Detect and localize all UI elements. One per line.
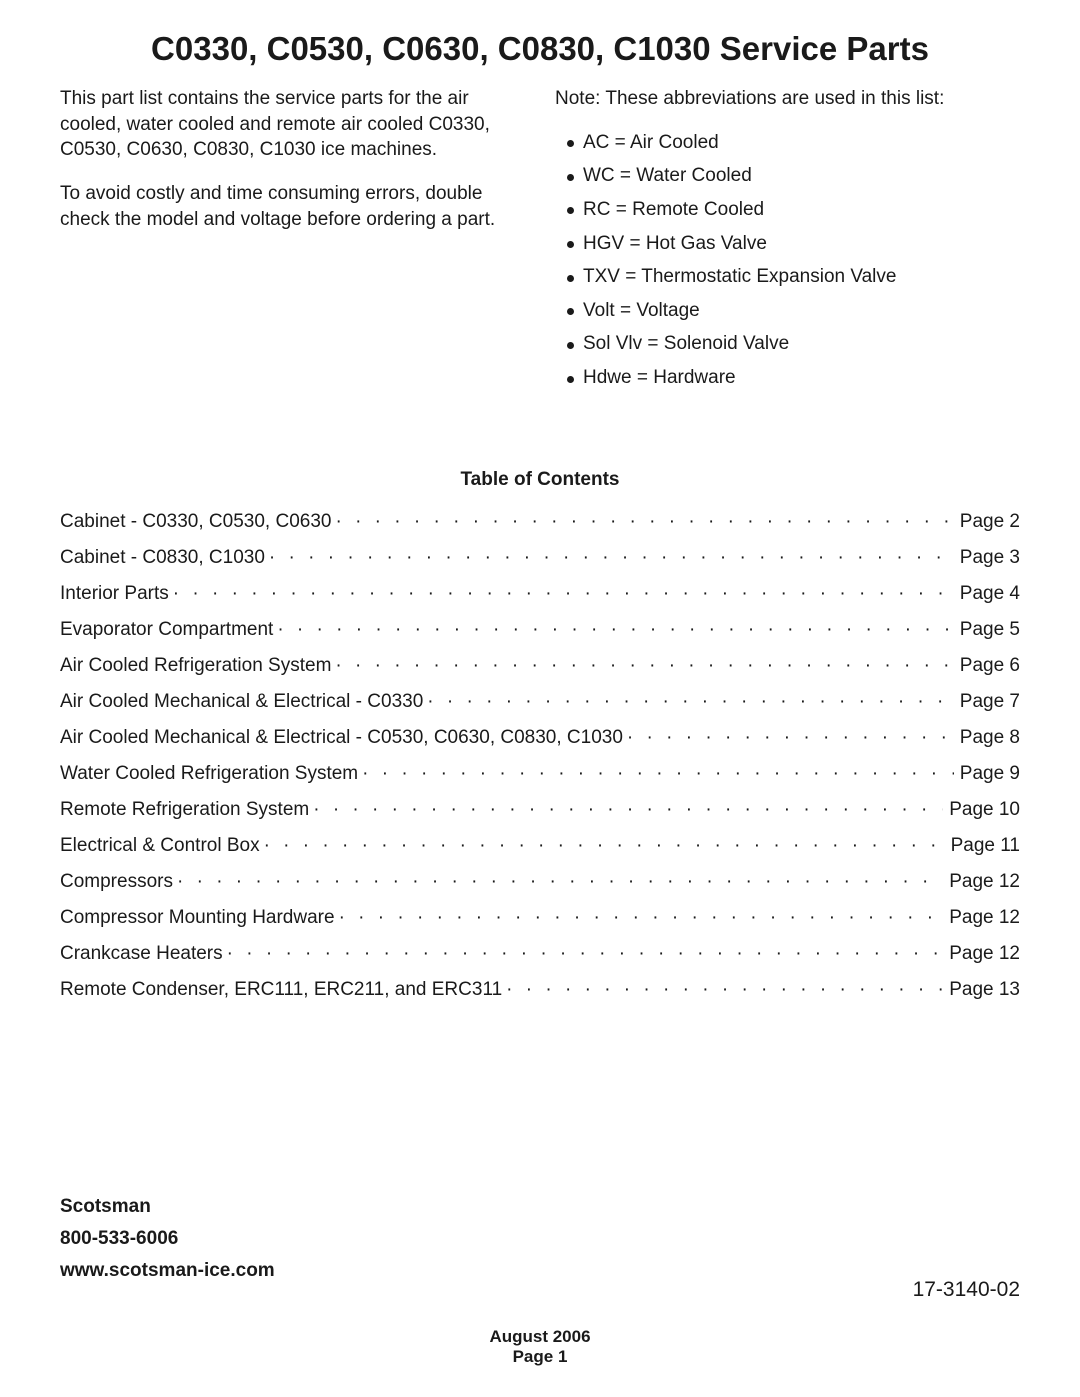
toc-page: Page 12 bbox=[943, 871, 1020, 893]
toc-label: Compressor Mounting Hardware bbox=[60, 907, 335, 929]
company-name: Scotsman bbox=[60, 1191, 1020, 1223]
toc-leader-dots bbox=[331, 655, 953, 677]
toc-row: Interior Parts Page 4 bbox=[60, 583, 1020, 605]
toc-leader-dots bbox=[260, 835, 945, 857]
toc-label: Remote Condenser, ERC111, ERC211, and ER… bbox=[60, 979, 502, 1001]
page-footer: August 2006 Page 1 bbox=[0, 1327, 1080, 1367]
abbr-item: Hdwe = Hardware bbox=[555, 365, 1020, 391]
toc-row: Cabinet - C0830, C1030 Page 3 bbox=[60, 547, 1020, 569]
toc-label: Evaporator Compartment bbox=[60, 619, 273, 641]
toc-label: Compressors bbox=[60, 871, 173, 893]
toc-row: Remote Refrigeration System Page 10 bbox=[60, 799, 1020, 821]
abbr-item: HGV = Hot Gas Valve bbox=[555, 231, 1020, 257]
toc-leader-dots bbox=[335, 907, 944, 929]
toc-page: Page 10 bbox=[943, 799, 1020, 821]
abbr-item: Sol Vlv = Solenoid Valve bbox=[555, 331, 1020, 357]
abbr-item: RC = Remote Cooled bbox=[555, 197, 1020, 223]
toc-label: Interior Parts bbox=[60, 583, 169, 605]
abbr-item: WC = Water Cooled bbox=[555, 163, 1020, 189]
abbreviations-heading: Note: These abbreviations are used in th… bbox=[555, 86, 1020, 112]
toc-page: Page 7 bbox=[954, 691, 1020, 713]
toc-row: Cabinet - C0330, C0530, C0630 Page 2 bbox=[60, 511, 1020, 533]
abbr-item: Volt = Voltage bbox=[555, 298, 1020, 324]
toc-row: Evaporator Compartment Page 5 bbox=[60, 619, 1020, 641]
intro-left-column: This part list contains the service part… bbox=[60, 86, 525, 399]
toc-row: Crankcase Heaters Page 12 bbox=[60, 943, 1020, 965]
intro-columns: This part list contains the service part… bbox=[60, 86, 1020, 399]
toc-leader-dots bbox=[265, 547, 954, 569]
toc-page: Page 12 bbox=[943, 907, 1020, 929]
toc-label: Crankcase Heaters bbox=[60, 943, 223, 965]
toc-row: Air Cooled Mechanical & Electrical - C05… bbox=[60, 727, 1020, 749]
toc-page: Page 9 bbox=[954, 763, 1020, 785]
toc-page: Page 13 bbox=[943, 979, 1020, 1001]
toc-page: Page 4 bbox=[954, 583, 1020, 605]
toc-page: Page 11 bbox=[945, 835, 1020, 857]
company-footer-block: Scotsman 800-533-6006 www.scotsman-ice.c… bbox=[60, 1191, 1020, 1288]
toc-leader-dots bbox=[502, 979, 943, 1001]
page-footer-page: Page 1 bbox=[0, 1347, 1080, 1367]
abbr-item: AC = Air Cooled bbox=[555, 130, 1020, 156]
toc-page: Page 2 bbox=[954, 511, 1020, 533]
intro-right-column: Note: These abbreviations are used in th… bbox=[555, 86, 1020, 399]
toc-leader-dots bbox=[331, 511, 953, 533]
abbreviations-list: AC = Air Cooled WC = Water Cooled RC = R… bbox=[555, 130, 1020, 391]
document-id: 17-3140-02 bbox=[913, 1278, 1020, 1302]
page-title: C0330, C0530, C0630, C0830, C1030 Servic… bbox=[60, 30, 1020, 68]
toc-leader-dots bbox=[423, 691, 953, 713]
toc-row: Remote Condenser, ERC111, ERC211, and ER… bbox=[60, 979, 1020, 1001]
page-footer-date: August 2006 bbox=[0, 1327, 1080, 1347]
toc-label: Air Cooled Mechanical & Electrical - C05… bbox=[60, 727, 623, 749]
toc-page: Page 6 bbox=[954, 655, 1020, 677]
toc-page: Page 12 bbox=[943, 943, 1020, 965]
toc-label: Electrical & Control Box bbox=[60, 835, 260, 857]
company-phone: 800-533-6006 bbox=[60, 1223, 1020, 1255]
toc-label: Air Cooled Mechanical & Electrical - C03… bbox=[60, 691, 423, 713]
toc-page: Page 8 bbox=[954, 727, 1020, 749]
toc-row: Electrical & Control Box Page 11 bbox=[60, 835, 1020, 857]
toc-leader-dots bbox=[169, 583, 954, 605]
intro-paragraph-2: To avoid costly and time consuming error… bbox=[60, 181, 525, 232]
toc-label: Remote Refrigeration System bbox=[60, 799, 309, 821]
toc-row: Compressors Page 12 bbox=[60, 871, 1020, 893]
toc-page: Page 3 bbox=[954, 547, 1020, 569]
toc-label: Air Cooled Refrigeration System bbox=[60, 655, 331, 677]
document-page: C0330, C0530, C0630, C0830, C1030 Servic… bbox=[0, 0, 1080, 1397]
toc-row: Air Cooled Refrigeration System Page 6 bbox=[60, 655, 1020, 677]
toc-label: Water Cooled Refrigeration System bbox=[60, 763, 358, 785]
toc-leader-dots bbox=[273, 619, 953, 641]
toc-leader-dots bbox=[309, 799, 943, 821]
toc-row: Water Cooled Refrigeration System Page 9 bbox=[60, 763, 1020, 785]
toc-row: Air Cooled Mechanical & Electrical - C03… bbox=[60, 691, 1020, 713]
intro-paragraph-1: This part list contains the service part… bbox=[60, 86, 525, 163]
abbr-item: TXV = Thermostatic Expansion Valve bbox=[555, 264, 1020, 290]
toc-leader-dots bbox=[223, 943, 944, 965]
toc-label: Cabinet - C0330, C0530, C0630 bbox=[60, 511, 331, 533]
toc-label: Cabinet - C0830, C1030 bbox=[60, 547, 265, 569]
toc-leader-dots bbox=[623, 727, 954, 749]
toc-heading: Table of Contents bbox=[60, 469, 1020, 491]
company-website: www.scotsman-ice.com bbox=[60, 1255, 1020, 1287]
toc-page: Page 5 bbox=[954, 619, 1020, 641]
toc-leader-dots bbox=[358, 763, 954, 785]
toc-row: Compressor Mounting Hardware Page 12 bbox=[60, 907, 1020, 929]
toc-leader-dots bbox=[173, 871, 943, 893]
table-of-contents: Cabinet - C0330, C0530, C0630 Page 2 Cab… bbox=[60, 511, 1020, 1001]
